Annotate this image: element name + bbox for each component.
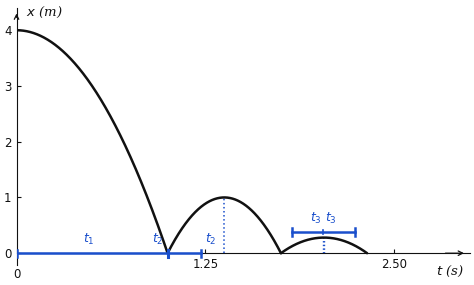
Text: $x$ (m): $x$ (m)	[26, 5, 62, 20]
Text: 0: 0	[13, 268, 20, 281]
Text: $t_2$: $t_2$	[152, 232, 163, 247]
Text: $t_1$: $t_1$	[83, 232, 95, 247]
Text: $t_2$: $t_2$	[205, 232, 217, 247]
Text: $t_3$: $t_3$	[310, 211, 322, 227]
Text: $t_3$: $t_3$	[325, 211, 337, 227]
Text: $t$ (s): $t$ (s)	[436, 264, 464, 279]
